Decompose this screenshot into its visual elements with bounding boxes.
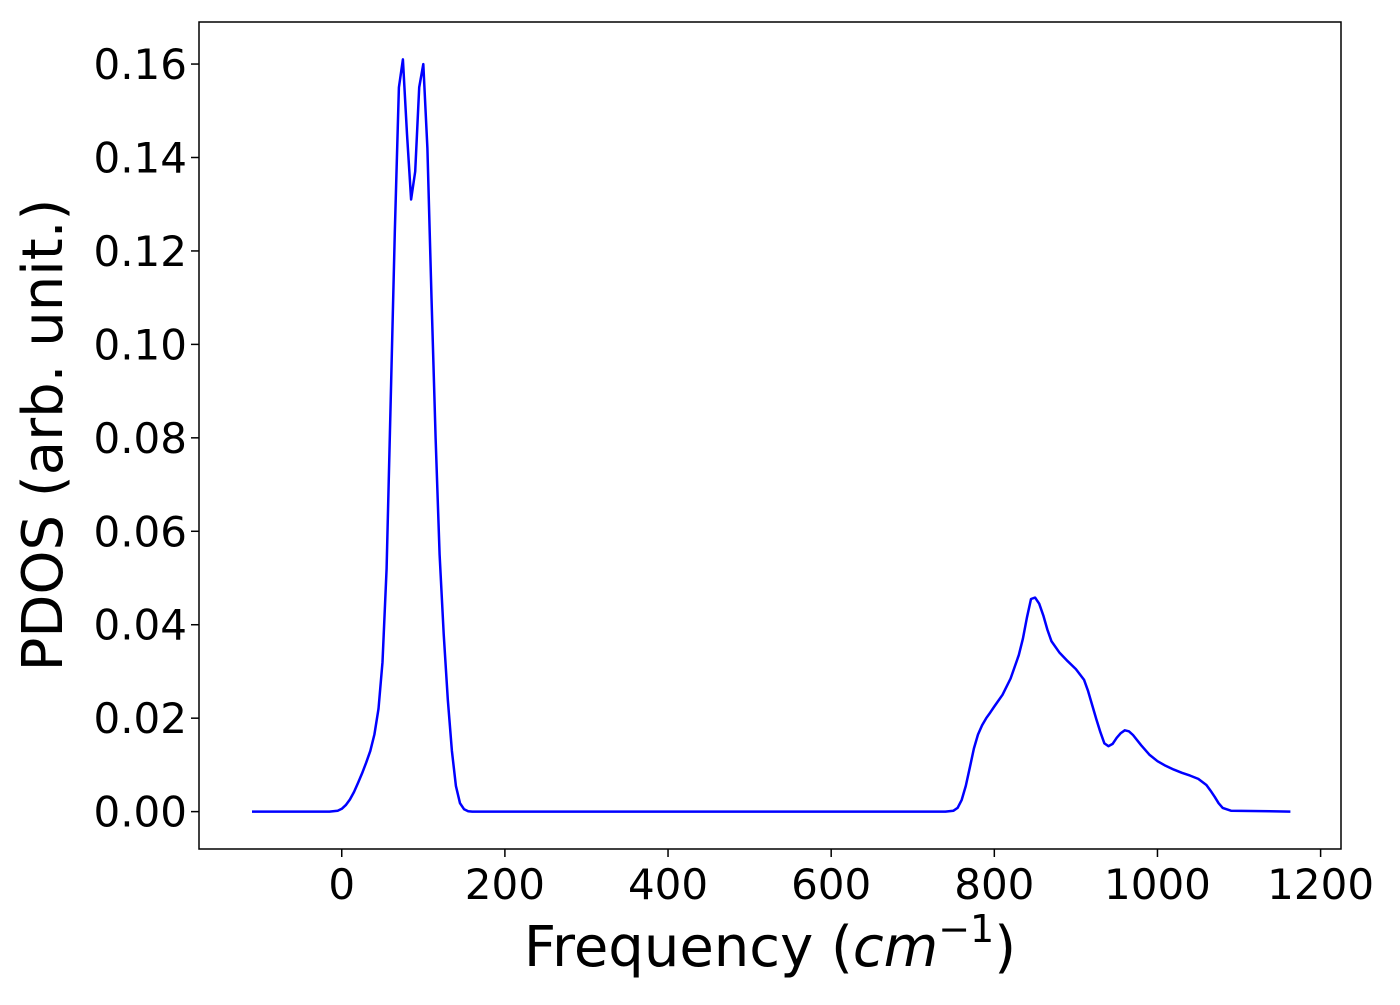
x-axis-label: Frequency (cm−1): [524, 907, 1016, 980]
y-tick-label: 0.04: [93, 601, 187, 650]
x-tick-label: 200: [465, 860, 545, 909]
y-tick-label: 0.10: [93, 320, 187, 369]
x-axis-label-unit: cm: [853, 915, 938, 980]
x-axis-label-text: Frequency (: [524, 915, 853, 980]
y-tick-label: 0.08: [93, 414, 187, 463]
x-axis-label-exponent: −1: [938, 907, 994, 951]
y-tick-label: 0.14: [93, 133, 187, 182]
x-axis-ticks: 0 200 400 600 800 1000 1200: [328, 849, 1374, 909]
x-tick-label: 600: [791, 860, 871, 909]
x-tick-label: 800: [954, 860, 1034, 909]
x-axis-label-close: ): [994, 915, 1016, 980]
y-tick-label: 0.12: [93, 227, 187, 276]
y-tick-label: 0.06: [93, 507, 187, 556]
x-tick-label: 0: [328, 860, 355, 909]
x-tick-label: 1000: [1104, 860, 1211, 909]
x-tick-label: 1200: [1267, 860, 1374, 909]
x-tick-label: 400: [628, 860, 708, 909]
plot-area: [198, 21, 1342, 850]
pdos-series-line: [252, 58, 1291, 813]
y-axis-ticks: 0.00 0.02 0.04 0.06 0.08 0.10 0.12 0.14 0.16: [93, 40, 199, 837]
y-tick-label: 0.00: [93, 788, 187, 837]
y-tick-label: 0.02: [93, 694, 187, 743]
y-axis-label: PDOS (arb. unit.): [11, 199, 76, 672]
y-tick-label: 0.16: [93, 40, 187, 89]
